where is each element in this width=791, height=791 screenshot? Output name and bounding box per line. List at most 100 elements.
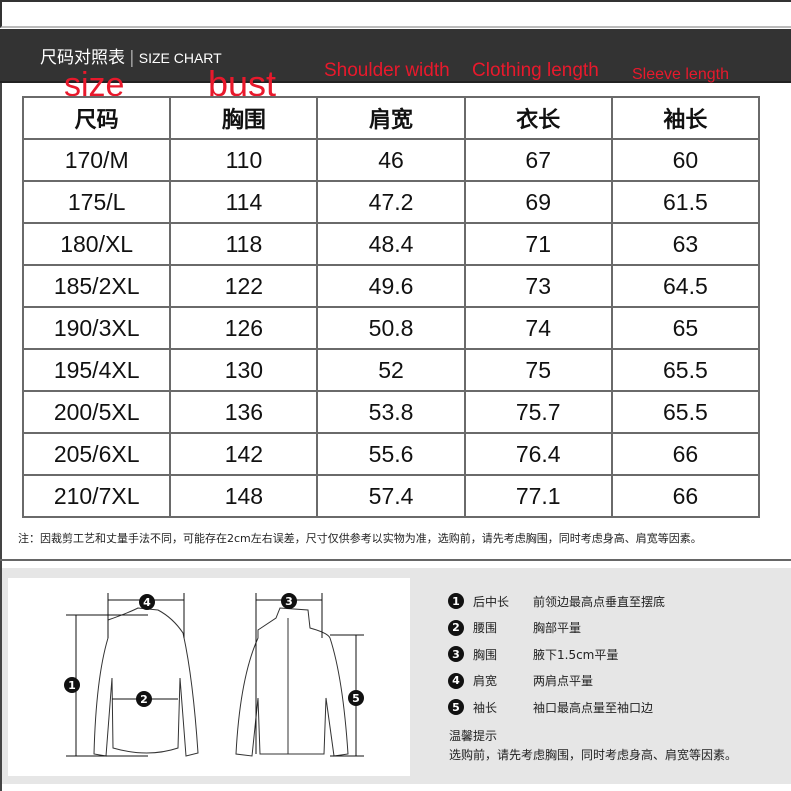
table-cell: 148 xyxy=(169,474,319,518)
legend-name: 肩宽 xyxy=(473,674,498,689)
legend-item: 2 腰围 胸部平量 xyxy=(448,615,665,642)
table-row: 195/4XL 130 52 75 65.5 xyxy=(21,348,761,392)
legend-desc: 两肩点平量 xyxy=(533,674,594,689)
marker-3: 3 xyxy=(281,593,297,609)
table-cell: 47.2 xyxy=(316,180,466,224)
table-cell: 65 xyxy=(610,306,761,350)
table-cell: 136 xyxy=(169,390,319,434)
table-cell: 71 xyxy=(463,222,613,266)
number-badge-icon: 2 xyxy=(448,619,464,636)
table-cell: 66 xyxy=(610,432,761,476)
table-cell: 142 xyxy=(169,432,319,476)
title-separator: | xyxy=(129,48,135,68)
tip-title: 温馨提示 xyxy=(449,729,498,743)
table-cell: 65.5 xyxy=(610,390,761,434)
table-cell: 126 xyxy=(169,306,319,350)
table-cell: 50.8 xyxy=(316,306,466,350)
size-table: 尺码 胸围 肩宽 衣长 袖长 170/M 110 46 67 60 175/L 114 47.… xyxy=(21,96,761,518)
left-border xyxy=(0,83,2,791)
legend-desc: 袖口最高点量至袖口边 xyxy=(533,700,654,715)
front-jacket-drawing xyxy=(235,607,349,757)
table-cell: 185/2XL xyxy=(21,264,172,308)
top-strip xyxy=(0,0,791,28)
table-cell: 114 xyxy=(169,180,319,224)
legend-desc: 胸部平量 xyxy=(533,621,582,636)
annotation-shoulder: Shoulder width xyxy=(324,60,450,81)
marker-5: 5 xyxy=(348,690,364,706)
table-cell: 73 xyxy=(463,264,613,308)
marker-1: 1 xyxy=(64,677,80,693)
legend-desc: 腋下1.5cm平量 xyxy=(533,647,619,662)
marker-4: 4 xyxy=(139,594,155,610)
jacket-diagram: 1 2 3 4 5 xyxy=(8,578,410,776)
table-cell: 190/3XL xyxy=(21,306,172,350)
table-header-row: 尺码 胸围 肩宽 衣长 袖长 xyxy=(21,96,761,140)
table-cell: 75 xyxy=(463,348,613,392)
legend-item: 3 胸围 腋下1.5cm平量 xyxy=(448,641,665,668)
table-cell: 63 xyxy=(610,222,761,266)
marker-2: 2 xyxy=(136,691,152,707)
title-cn: 尺码对照表 xyxy=(40,48,125,68)
table-cell: 69 xyxy=(463,180,613,224)
page-title: 尺码对照表 | SIZE CHART xyxy=(40,43,222,68)
table-cell: 67 xyxy=(463,138,613,182)
header-band: 尺码对照表 | SIZE CHART xyxy=(0,29,791,83)
table-cell: 76.4 xyxy=(463,432,613,476)
table-cell: 77.1 xyxy=(463,474,613,518)
legend-name: 腰围 xyxy=(473,621,498,636)
legend-name: 后中长 xyxy=(473,594,510,609)
table-row: 210/7XL 148 57.4 77.1 66 xyxy=(21,474,761,518)
table-cell: 195/4XL xyxy=(21,348,172,392)
table-row: 190/3XL 126 50.8 74 65 xyxy=(21,306,761,350)
legend-name: 袖长 xyxy=(473,700,498,715)
header-cell: 胸围 xyxy=(169,96,319,140)
table-cell: 60 xyxy=(610,138,761,182)
table-cell: 46 xyxy=(316,138,466,182)
table-cell: 66 xyxy=(610,474,761,518)
header-cell: 肩宽 xyxy=(316,96,466,140)
table-cell: 48.4 xyxy=(316,222,466,266)
table-cell: 64.5 xyxy=(610,264,761,308)
tip: 温馨提示 选购前，请先考虑胸围，同时考虑身高、肩宽等因素。 xyxy=(449,727,737,765)
table-cell: 57.4 xyxy=(316,474,466,518)
number-badge-icon: 3 xyxy=(448,646,464,663)
table-cell: 65.5 xyxy=(610,348,761,392)
table-row: 185/2XL 122 49.6 73 64.5 xyxy=(21,264,761,308)
table-cell: 170/M xyxy=(21,138,172,182)
table-cell: 122 xyxy=(169,264,319,308)
measurement-section: 1 2 3 4 5 xyxy=(2,568,791,784)
back-jacket-drawing xyxy=(93,607,199,757)
table-cell: 55.6 xyxy=(316,432,466,476)
annotation-clothing-length: Clothing length xyxy=(472,60,599,81)
table-cell: 118 xyxy=(169,222,319,266)
header-cell: 衣长 xyxy=(463,96,613,140)
table-row: 170/M 110 46 67 60 xyxy=(21,138,761,182)
header-cell: 袖长 xyxy=(610,96,761,140)
measurement-legend: 1 后中长 前领边最高点垂直至摆底 2 腰围 胸部平量 3 胸围 腋下1.5cm平量 4 肩宽 两肩点… xyxy=(448,588,665,721)
table-cell: 210/7XL xyxy=(21,474,172,518)
table-cell: 74 xyxy=(463,306,613,350)
number-badge-icon: 1 xyxy=(448,593,464,610)
note-text: 注：因裁剪工艺和丈量手法不同，可能存在2cm左右误差，尺寸仅供参考以实物为准，选… xyxy=(18,532,702,545)
table-cell: 61.5 xyxy=(610,180,761,224)
tip-text: 选购前，请先考虑胸围，同时考虑身高、肩宽等因素。 xyxy=(449,748,738,762)
legend-desc: 前领边最高点垂直至摆底 xyxy=(533,594,666,609)
table-cell: 200/5XL xyxy=(21,390,172,434)
title-en: SIZE CHART xyxy=(138,50,222,66)
number-badge-icon: 4 xyxy=(448,672,464,689)
table-cell: 53.8 xyxy=(316,390,466,434)
table-cell: 180/XL xyxy=(21,222,172,266)
header-cell: 尺码 xyxy=(21,96,172,140)
legend-item: 1 后中长 前领边最高点垂直至摆底 xyxy=(448,588,665,615)
divider xyxy=(0,559,791,561)
table-row: 180/XL 118 48.4 71 63 xyxy=(21,222,761,266)
table-cell: 75.7 xyxy=(463,390,613,434)
table-row: 205/6XL 142 55.6 76.4 66 xyxy=(21,432,761,476)
table-cell: 110 xyxy=(169,138,319,182)
table-row: 200/5XL 136 53.8 75.7 65.5 xyxy=(21,390,761,434)
table-cell: 130 xyxy=(169,348,319,392)
table-cell: 49.6 xyxy=(316,264,466,308)
table-row: 175/L 114 47.2 69 61.5 xyxy=(21,180,761,224)
legend-name: 胸围 xyxy=(473,647,498,662)
table-cell: 205/6XL xyxy=(21,432,172,476)
